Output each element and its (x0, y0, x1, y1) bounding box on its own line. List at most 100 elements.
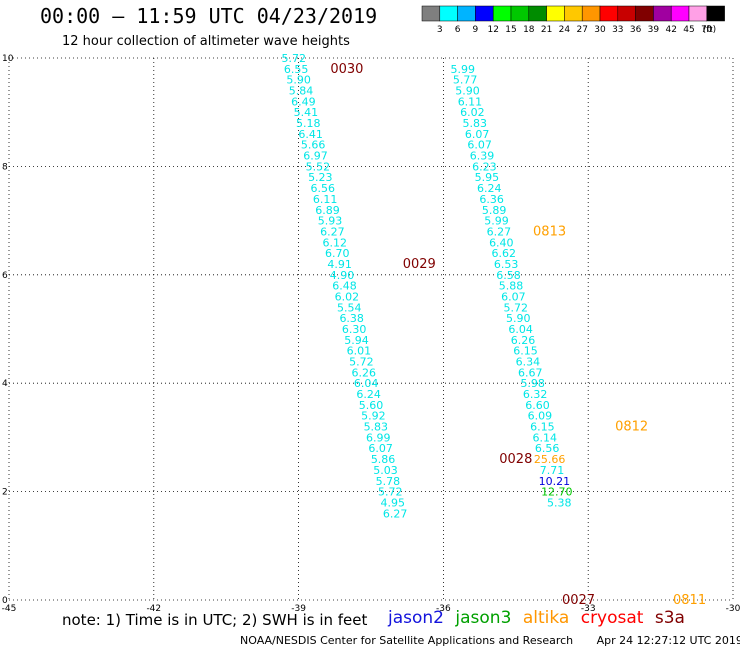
swh-value-label: 6.24 (356, 388, 381, 401)
swh-value-label: 6.14 (533, 431, 558, 444)
swh-value-label: 6.62 (491, 247, 516, 260)
swh-value-label: 6.39 (470, 150, 495, 163)
swh-value-label: 12.70 (541, 486, 573, 499)
swh-value-label: 5.94 (344, 334, 369, 347)
swh-value-label: 5.90 (506, 312, 531, 325)
pass-time-label: 0811 (673, 593, 706, 608)
swh-value-label: 6.02 (335, 290, 360, 303)
color-scale-label: 9 (473, 25, 479, 35)
pass-time-label: 0813 (533, 224, 566, 239)
swh-value-label: 6.23 (472, 160, 497, 173)
color-scale-label: 21 (541, 25, 552, 35)
swh-value-label: 6.67 (518, 366, 543, 379)
swh-value-label: 5.54 (337, 301, 362, 314)
satellite-altika: altika (522, 608, 570, 628)
color-scale-swatch (492, 5, 512, 22)
color-scale-swatch (581, 5, 601, 22)
swh-value-label: 6.58 (496, 269, 521, 282)
y-tick-label: 6 (2, 271, 8, 281)
swh-value-label: 5.83 (463, 117, 488, 130)
swh-value-label: 5.41 (294, 106, 319, 119)
credit-line: NOAA/NESDIS Center for Satellite Applica… (240, 634, 740, 647)
swh-value-label: 4.91 (327, 258, 352, 271)
swh-value-label: 5.77 (453, 74, 478, 87)
swh-value-label: 5.23 (308, 171, 333, 184)
x-tick-label: -45 (2, 604, 17, 614)
color-scale-swatch (528, 5, 547, 22)
swh-value-label: 6.89 (315, 204, 340, 217)
swh-value-label: 5.52 (306, 160, 331, 173)
swh-value-label: 6.60 (525, 399, 550, 412)
color-scale-swatch (510, 5, 530, 22)
swh-value-label: 5.72 (349, 356, 374, 369)
color-scale-label: 36 (630, 25, 642, 35)
swh-value-label: 5.18 (296, 117, 321, 130)
color-scale-swatch (635, 5, 654, 22)
swh-value-label: 6.30 (342, 323, 367, 336)
pass-time-label: 0028 (499, 452, 532, 467)
grid-lines (8, 57, 734, 601)
swh-value-label: 5.98 (520, 377, 545, 390)
swh-value-label: 6.11 (458, 95, 483, 108)
swh-value-label: 25.66 (534, 453, 566, 466)
color-scale-label: 27 (576, 25, 587, 35)
satellite-jason3: jason3 (455, 608, 512, 628)
satellite-jason2: jason2 (388, 608, 444, 628)
swh-value-label: 10.21 (539, 475, 571, 488)
swh-value-label: 6.70 (325, 247, 350, 260)
swh-value-label: 5.90 (455, 85, 480, 98)
color-scale-swatch (706, 5, 725, 22)
swh-value-label: 6.97 (303, 150, 328, 163)
color-scale-label: 24 (559, 25, 571, 35)
color-scale-legend: 3 6 9 12 15 18 21 24 27 30 33 36 39 42 45 70(ft) (421, 5, 725, 35)
footer-note: note: 1) Time is in UTC; 2) SWH is in fe… (62, 611, 368, 629)
swh-value-label: 6.27 (487, 225, 512, 238)
color-scale-swatch (564, 5, 583, 22)
color-scale-label: 15 (505, 25, 516, 35)
y-tick-label: 0 (2, 596, 8, 606)
color-scale-swatch (457, 5, 476, 22)
color-scale-label: 6 (455, 25, 461, 35)
swh-value-label: 7.71 (540, 464, 565, 477)
credit-text: NOAA/NESDIS Center for Satellite Applica… (240, 634, 574, 647)
pass-time-label: 0812 (615, 420, 648, 435)
swh-value-label: 6.07 (368, 442, 393, 455)
color-scale-swatch (421, 5, 441, 22)
swh-value-label: 6.02 (460, 106, 485, 119)
satellite-cryosat: cryosat (580, 608, 644, 628)
satellite-legend: jason2 jason3 altika cryosat s3a (388, 608, 691, 628)
color-scale-label: 18 (523, 25, 535, 35)
pass-time-label: 0029 (403, 257, 436, 272)
swh-value-label: 5.38 (547, 496, 572, 509)
swh-value-label: 6.04 (508, 323, 533, 336)
color-scale-swatch (546, 5, 565, 22)
x-tick-label: -33 (581, 604, 596, 614)
swh-value-label: 6.15 (530, 421, 555, 434)
swh-value-label: 4.95 (380, 496, 405, 509)
swh-value-label: 6.07 (467, 139, 492, 152)
color-scale-swatch (670, 5, 690, 22)
swh-value-label: 5.72 (378, 486, 403, 499)
chart-title: 00:00 – 11:59 UTC 04/23/2019 (40, 4, 378, 28)
color-scale-label: 3 (437, 25, 443, 35)
swh-value-label: 5.72 (504, 301, 529, 314)
swh-value-label: 6.55 (284, 63, 309, 76)
swh-value-label: 5.95 (475, 171, 500, 184)
swh-value-label: 6.32 (523, 388, 548, 401)
swh-value-label: 4.90 (330, 269, 355, 282)
swh-value-label: 6.27 (383, 507, 408, 520)
swh-value-label: 5.89 (482, 204, 507, 217)
swh-value-label: 5.99 (450, 63, 475, 76)
swh-value-label: 6.40 (489, 236, 514, 249)
swh-value-label: 6.41 (298, 128, 323, 141)
axis-tick-labels: -45 -42 -39 -36 -33 -30 0 2 4 6 8 10 (2, 54, 740, 614)
pass-time-label: 0027 (562, 593, 595, 608)
pass-time-labels: 0030 0029 0028 0027 0813 0812 0811 (330, 62, 706, 608)
color-scale-swatch (653, 5, 672, 22)
color-scale-label: 70 (701, 25, 713, 35)
swh-value-label: 6.07 (501, 290, 526, 303)
chart-subtitle: 12 hour collection of altimeter wave hei… (62, 34, 350, 49)
color-scale-swatch (688, 5, 708, 22)
y-tick-label: 10 (2, 54, 14, 64)
swh-value-label: 6.56 (535, 442, 560, 455)
